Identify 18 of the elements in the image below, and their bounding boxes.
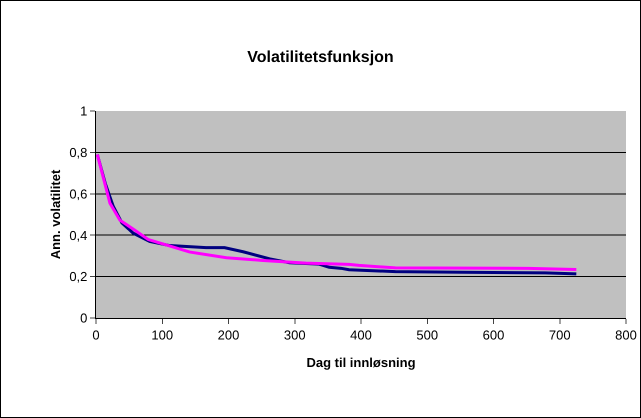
x-tick-label: 800 [615,328,637,343]
x-tick-label: 100 [151,328,174,343]
x-tick-label: 400 [350,328,372,343]
x-tick-label: 500 [416,328,438,343]
chart-title: Volatilitetsfunksjon [247,49,394,66]
x-tick-label: 200 [218,328,240,343]
x-tick-label: 700 [548,328,571,343]
y-tick-label: 1 [80,104,88,119]
y-tick-label: 0,4 [69,228,88,243]
x-axis-title: Dag til innløsning [306,355,416,370]
y-tick-label: 0,8 [69,144,88,160]
y-tick-label: 0,2 [69,269,88,284]
y-tick-label: 0,6 [69,186,88,202]
x-tick-label: 600 [482,328,504,343]
y-tick-label: 0 [80,310,88,326]
x-tick-label: 0 [92,328,100,343]
y-axis-title: Ann. volatilitet [48,169,63,260]
x-tick-label: 300 [284,328,306,343]
